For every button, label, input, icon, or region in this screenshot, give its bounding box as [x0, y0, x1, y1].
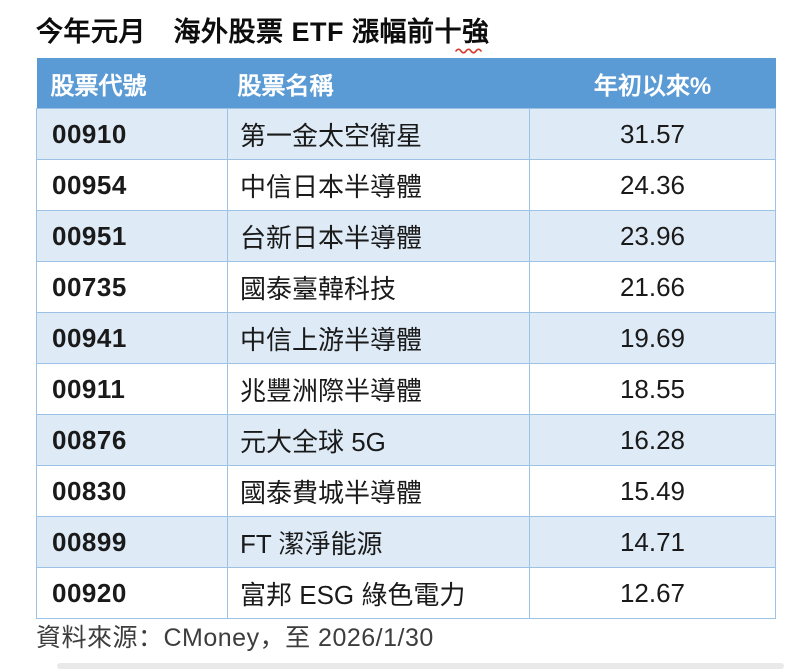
ytd-value: 12.67: [529, 567, 776, 619]
ytd-value: 19.69: [529, 312, 776, 364]
header-stock-name: 股票名稱: [227, 58, 530, 109]
stock-name: 元大全球 5G: [227, 414, 530, 466]
stock-code: 00954: [36, 159, 228, 211]
stock-name: 第一金太空衛星: [227, 108, 530, 160]
stock-name: 國泰臺韓科技: [227, 261, 530, 313]
header-stock-code: 股票代號: [36, 58, 228, 109]
ytd-value: 14.71: [529, 516, 776, 568]
stock-name: FT 潔淨能源: [227, 516, 530, 568]
table-row: 00911 兆豐洲際半導體 18.55: [36, 363, 776, 415]
stock-name: 富邦 ESG 綠色電力: [227, 567, 530, 619]
table-row: 00941 中信上游半導體 19.69: [36, 312, 776, 364]
ytd-value: 16.28: [529, 414, 776, 466]
table-row: 00920 富邦 ESG 綠色電力 12.67: [36, 567, 776, 619]
table-row: 00830 國泰費城半導體 15.49: [36, 465, 776, 517]
ytd-value: 21.66: [529, 261, 776, 313]
stock-code: 00951: [36, 210, 228, 262]
ytd-value: 15.49: [529, 465, 776, 517]
stock-code: 00899: [36, 516, 228, 568]
table-row: 00910 第一金太空衛星 31.57: [36, 108, 776, 160]
ytd-value: 31.57: [529, 108, 776, 160]
ytd-value: 18.55: [529, 363, 776, 415]
stock-name: 台新日本半導體: [227, 210, 530, 262]
header-ytd-percent: 年初以來%: [529, 58, 776, 109]
stock-code: 00735: [36, 261, 228, 313]
ytd-value: 23.96: [529, 210, 776, 262]
stock-code: 00941: [36, 312, 228, 364]
table-row: 00954 中信日本半導體 24.36: [36, 159, 776, 211]
stock-name: 兆豐洲際半導體: [227, 363, 530, 415]
stock-code: 00910: [36, 108, 228, 160]
horizontal-scrollbar[interactable]: [57, 663, 784, 669]
table-row: 00951 台新日本半導體 23.96: [36, 210, 776, 262]
spellcheck-squiggle-icon: [455, 48, 482, 54]
data-source-note: 資料來源：CMoney，至 2026/1/30: [36, 624, 434, 652]
etf-performance-table: 股票代號 股票名稱 年初以來% 00910 第一金太空衛星 31.57 0095…: [36, 58, 776, 619]
stock-code: 00876: [36, 414, 228, 466]
stock-code: 00830: [36, 465, 228, 517]
table-row: 00899 FT 潔淨能源 14.71: [36, 516, 776, 568]
page-title: 今年元月 海外股票 ETF 漲幅前十強: [36, 17, 490, 47]
stock-code: 00911: [36, 363, 228, 415]
table-row: 00876 元大全球 5G 16.28: [36, 414, 776, 466]
table-row: 00735 國泰臺韓科技 21.66: [36, 261, 776, 313]
stock-code: 00920: [36, 567, 228, 619]
ytd-value: 24.36: [529, 159, 776, 211]
stock-name: 國泰費城半導體: [227, 465, 530, 517]
table-header-row: 股票代號 股票名稱 年初以來%: [36, 58, 776, 109]
stock-name: 中信日本半導體: [227, 159, 530, 211]
stock-name: 中信上游半導體: [227, 312, 530, 364]
